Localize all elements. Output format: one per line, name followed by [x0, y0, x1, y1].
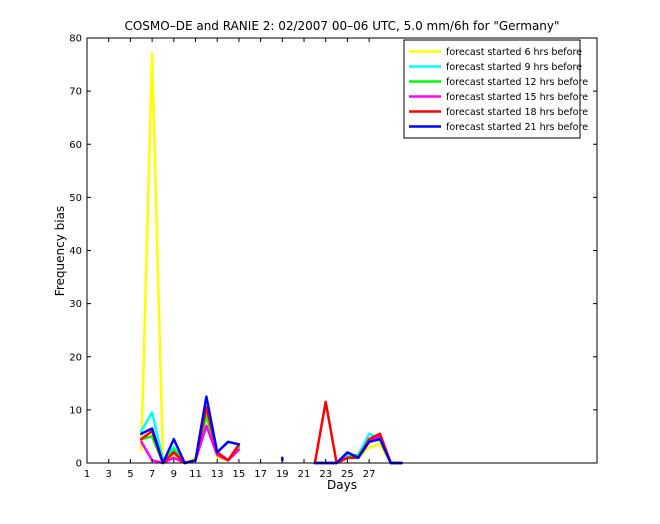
legend-label: forecast started 15 hrs before — [446, 92, 588, 103]
x-tick-label: 7 — [149, 469, 155, 480]
y-tick-label: 30 — [69, 299, 82, 310]
x-tick-label: 11 — [189, 469, 202, 480]
x-tick-label: 27 — [363, 469, 376, 480]
legend-entry: forecast started 9 hrs before — [409, 62, 582, 73]
y-axis-label: Frequency bias — [53, 206, 67, 296]
y-tick-label: 60 — [69, 140, 82, 151]
legend-box — [403, 39, 581, 139]
x-tick-label: 5 — [127, 469, 133, 480]
x-tick-label: 17 — [254, 469, 267, 480]
legend-label: forecast started 18 hrs before — [446, 107, 588, 118]
chart-title: COSMO–DE and RANIE 2: 02/2007 00–06 UTC,… — [124, 19, 559, 33]
y-tick-label: 20 — [69, 352, 82, 363]
legend-entry: forecast started 6 hrs before — [409, 47, 582, 58]
y-tick-label: 80 — [69, 34, 82, 45]
x-tick-label: 25 — [341, 469, 354, 480]
legend: forecast started 6 hrs before forecast st… — [403, 39, 588, 139]
legend-label: forecast started 12 hrs before — [446, 77, 588, 88]
y-tick-label: 70 — [69, 87, 82, 98]
series-6-line-1 — [140, 395, 241, 465]
y-axis-ticks: 0 10 20 30 40 50 60 70 80 — [69, 34, 597, 470]
x-axis-label: Days — [327, 478, 357, 492]
x-axis-ticks: 1 3 5 7 9 11 13 15 17 19 21 23 25 27 — [84, 38, 376, 480]
legend-label: forecast started 6 hrs before — [446, 47, 582, 58]
x-tick-label: 23 — [319, 469, 332, 480]
x-tick-label: 21 — [298, 469, 311, 480]
legend-entry: forecast started 21 hrs before — [409, 122, 588, 133]
legend-entry: forecast started 18 hrs before — [409, 107, 588, 118]
x-tick-label: 3 — [106, 469, 112, 480]
legend-entry: forecast started 15 hrs before — [409, 92, 588, 103]
y-tick-label: 0 — [76, 459, 82, 470]
legend-label: forecast started 9 hrs before — [446, 62, 582, 73]
x-tick-label: 1 — [84, 469, 90, 480]
x-tick-label: 15 — [233, 469, 246, 480]
x-tick-label: 9 — [171, 469, 177, 480]
x-tick-label: 19 — [276, 469, 289, 480]
x-tick-label: 13 — [211, 469, 224, 480]
legend-label: forecast started 21 hrs before — [446, 122, 588, 133]
y-tick-label: 50 — [69, 193, 82, 204]
legend-entry: forecast started 12 hrs before — [409, 77, 588, 88]
y-tick-label: 10 — [69, 405, 82, 416]
y-tick-label: 40 — [69, 246, 82, 257]
